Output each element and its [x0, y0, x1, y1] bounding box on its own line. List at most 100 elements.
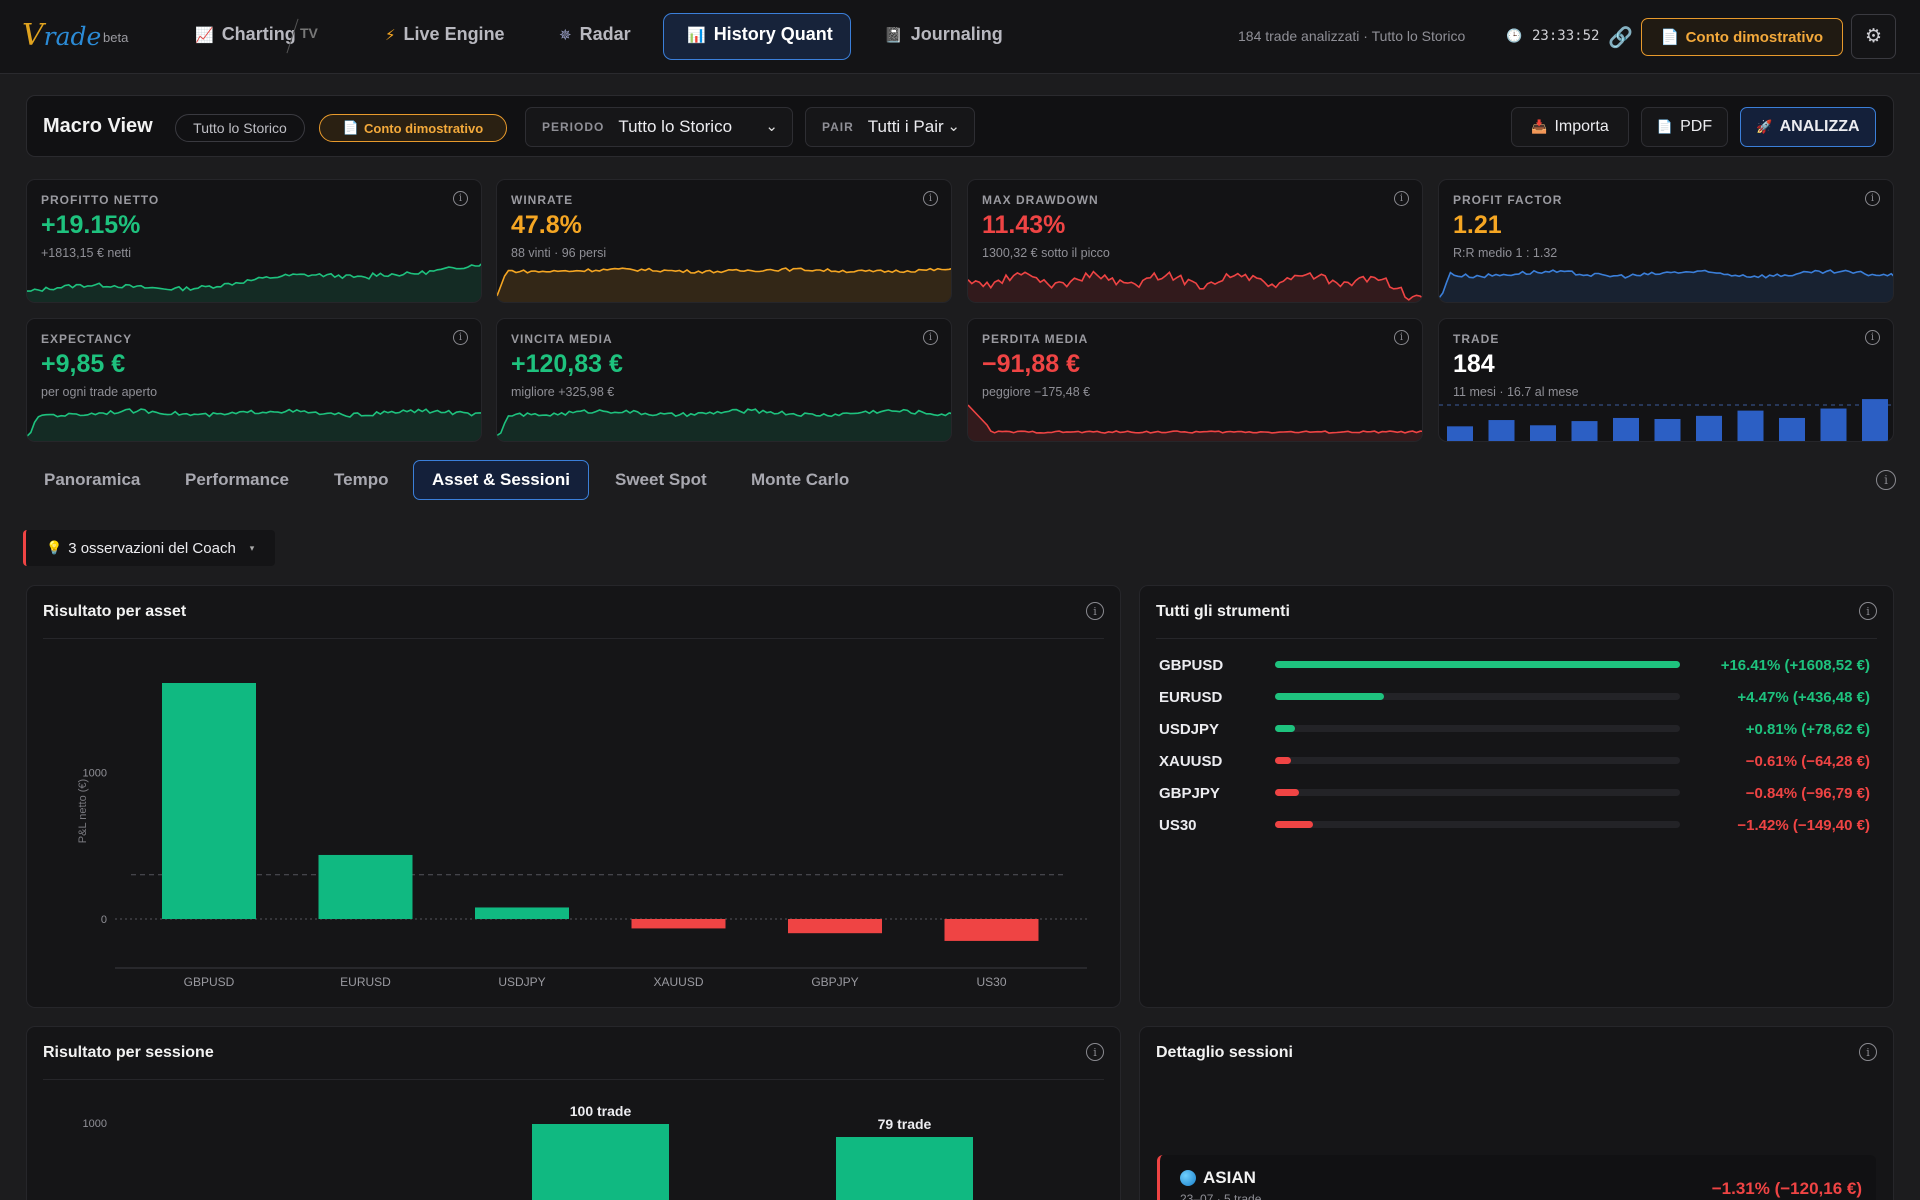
info-icon[interactable]: i — [1394, 191, 1409, 206]
panel-title: Dettaglio sessioni — [1156, 1044, 1293, 1061]
kpi-subtitle: 11 mesi · 16.7 al mese — [1453, 385, 1579, 399]
tab-monte-carlo[interactable]: Monte Carlo — [751, 470, 850, 489]
kpi-title: PERDITA MEDIA — [982, 332, 1089, 346]
info-icon[interactable]: i — [453, 330, 468, 345]
x-tick-label: GBPUSD — [184, 975, 235, 989]
x-tick-label: USDJPY — [498, 975, 545, 989]
kpi-title: PROFITTO NETTO — [41, 193, 160, 207]
chevron-down-icon: ⌄ — [947, 118, 960, 135]
kpi-subtitle: peggiore −175,48 € — [982, 385, 1091, 399]
trade-month-bar — [1488, 420, 1515, 441]
kpi-perdita-media: PERDITA MEDIA i −91,88 € peggiore −175,48 € — [967, 318, 1423, 442]
instrument-row[interactable]: USDJPY +0.81% (+78,62 €) — [1159, 719, 1893, 739]
kpi-profitto-netto: PROFITTO NETTO i +19.15% +1813,15 € netti — [26, 179, 482, 303]
info-icon[interactable]: i — [1086, 602, 1104, 620]
kpi-value: +120,83 € — [511, 350, 623, 378]
info-icon[interactable]: i — [453, 191, 468, 206]
chevron-down-icon: ⌄ — [765, 118, 778, 135]
info-icon[interactable]: i — [1086, 1043, 1104, 1061]
demo-account-button[interactable]: 📄 Conto dimostrativo — [1641, 18, 1843, 56]
instrument-row[interactable]: US30 −1.42% (−149,40 €) — [1159, 815, 1893, 835]
divider — [43, 1079, 1104, 1080]
bar-data-label: 79 trade — [878, 1116, 932, 1132]
instrument-row[interactable]: EURUSD +4.47% (+436,48 €) — [1159, 687, 1893, 707]
asset-bar[interactable] — [788, 919, 882, 934]
asset-bar[interactable] — [475, 907, 569, 919]
pdf-button[interactable]: 📄 PDF — [1641, 107, 1728, 147]
kpi-expectancy: EXPECTANCY i +9,85 € per ogni trade aperto — [26, 318, 482, 442]
nav-charting[interactable]: 📈 Charting — [195, 24, 296, 44]
trade-month-bar — [1862, 399, 1888, 441]
info-icon[interactable]: i — [1865, 330, 1880, 345]
asset-bar[interactable] — [944, 919, 1039, 941]
instrument-bar-fill — [1275, 661, 1680, 668]
beta-badge: beta — [103, 30, 129, 45]
periodo-select[interactable]: PERIODO Tutto lo Storico ⌄ — [525, 107, 793, 147]
macro-view-bar: Macro View Tutto lo Storico 📄 Conto dimo… — [26, 95, 1894, 157]
inbox-icon: 📥 — [1531, 119, 1548, 134]
top-bar: Vrade beta 📈 Charting TV ⚡ Live Engine ✵… — [0, 0, 1920, 74]
bolt-icon: ⚡ — [385, 26, 396, 44]
document-icon: 📄 — [1660, 29, 1680, 46]
info-icon[interactable]: i — [1865, 191, 1880, 206]
instrument-row[interactable]: XAUUSD −0.61% (−64,28 €) — [1159, 751, 1893, 771]
asset-bar[interactable] — [162, 683, 256, 919]
kpi-subtitle: R:R medio 1 : 1.32 — [1453, 246, 1558, 260]
period-pill: Tutto lo Storico — [175, 114, 305, 142]
settings-gear-icon[interactable]: ⚙ — [1851, 14, 1896, 59]
tab-tempo[interactable]: Tempo — [334, 470, 389, 489]
trade-month-bar — [1654, 419, 1681, 441]
nav-journaling[interactable]: 📓 Journaling — [884, 24, 1003, 44]
nav-radar[interactable]: ✵ Radar — [559, 24, 631, 44]
instrument-bar-fill — [1275, 757, 1292, 764]
info-icon[interactable]: i — [1859, 602, 1877, 620]
session-bar[interactable] — [532, 1124, 669, 1200]
trade-month-bar — [1737, 410, 1764, 441]
kpi-value: 1.21 — [1453, 211, 1502, 239]
chart-icon: 📈 — [195, 26, 214, 44]
nav-live-engine[interactable]: ⚡ Live Engine — [385, 24, 505, 44]
session-card-asian[interactable]: ASIAN 23–07 · 5 trade −1.31% (−120,16 €) — [1157, 1155, 1876, 1200]
info-icon[interactable]: i — [1876, 470, 1896, 490]
analizza-button[interactable]: 🚀 ANALIZZA — [1740, 107, 1876, 147]
instrument-row[interactable]: GBPUSD +16.41% (+1608,52 €) — [1159, 655, 1893, 675]
info-icon[interactable]: i — [1859, 1043, 1877, 1061]
session-detail-panel: Dettaglio sessioni i ASIAN 23–07 · 5 tra… — [1139, 1026, 1894, 1200]
tab-panoramica[interactable]: Panoramica — [44, 470, 141, 489]
info-icon[interactable]: i — [923, 191, 938, 206]
kpi-sparkline — [27, 408, 481, 441]
session-bar[interactable] — [836, 1137, 973, 1200]
link-icon[interactable]: 🔗 — [1608, 27, 1633, 49]
macro-title: Macro View — [43, 115, 153, 137]
asset-bar[interactable] — [318, 854, 413, 919]
instrument-name: US30 — [1159, 817, 1197, 834]
tab-performance[interactable]: Performance — [185, 470, 289, 489]
kpi-sparkline — [968, 404, 1422, 441]
vrade-logo[interactable]: Vrade — [22, 18, 102, 53]
info-icon[interactable]: i — [923, 330, 938, 345]
nav-history-quant[interactable]: 📊 History Quant — [687, 24, 833, 44]
panel-title: Risultato per sessione — [43, 1044, 214, 1061]
asset-bar[interactable] — [631, 919, 726, 929]
coach-observations[interactable]: 💡 3 osservazioni del Coach ▾ — [23, 530, 275, 566]
session-name: ASIAN — [1180, 1168, 1256, 1188]
tab-asset-sessioni[interactable]: Asset & Sessioni — [413, 460, 589, 500]
x-tick-label: EURUSD — [340, 975, 391, 989]
asset-result-panel: Risultato per asset i 0 1000 P&L netto (€)… — [26, 585, 1121, 1008]
pair-select[interactable]: PAIR Tutti i Pair ⌄ — [805, 107, 975, 147]
clock: 23:33:52 — [1532, 28, 1600, 44]
instrument-bar-track — [1275, 789, 1680, 796]
nav-tv[interactable]: TV — [300, 25, 318, 41]
trade-month-bar — [1530, 425, 1556, 441]
tab-sweet-spot[interactable]: Sweet Spot — [615, 470, 707, 489]
importa-button[interactable]: 📥 Importa — [1511, 107, 1629, 147]
info-icon[interactable]: i — [1394, 330, 1409, 345]
trade-month-bar — [1779, 417, 1805, 441]
session-result-panel: Risultato per sessione i 1000 100 trade 79… — [26, 1026, 1121, 1200]
kpi-subtitle: +1813,15 € netti — [41, 246, 132, 260]
document-icon: 📄 — [342, 120, 359, 135]
instrument-row[interactable]: GBPJPY −0.84% (−96,79 €) — [1159, 783, 1893, 803]
caret-down-icon: ▾ — [249, 542, 255, 553]
instruments-panel: Tutti gli strumenti i GBPUSD +16.41% (+16… — [1139, 585, 1894, 1008]
